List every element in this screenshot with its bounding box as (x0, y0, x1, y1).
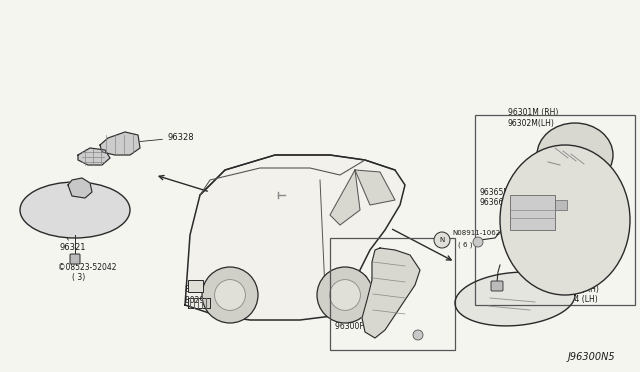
Text: 96373 (RH): 96373 (RH) (555, 285, 599, 294)
Text: N08911-1062G: N08911-1062G (452, 230, 506, 236)
Polygon shape (68, 178, 92, 198)
Bar (510, 195, 555, 230)
Polygon shape (78, 148, 110, 165)
Text: 96366M(LH): 96366M(LH) (480, 198, 527, 207)
Bar (330, 238, 455, 350)
Text: 96328: 96328 (138, 133, 195, 142)
Polygon shape (185, 155, 405, 320)
Ellipse shape (20, 182, 130, 238)
Ellipse shape (537, 123, 613, 187)
Text: 96321: 96321 (60, 238, 86, 252)
Text: 96300FA (RH): 96300FA (RH) (335, 275, 388, 284)
Text: 96302M(LH): 96302M(LH) (508, 119, 555, 128)
Text: 96300FC (LH): 96300FC (LH) (335, 286, 387, 295)
Circle shape (434, 232, 450, 248)
Bar (188, 280, 203, 292)
Circle shape (413, 330, 423, 340)
Circle shape (330, 280, 360, 310)
Polygon shape (362, 248, 420, 338)
Circle shape (214, 280, 245, 310)
Circle shape (473, 237, 483, 247)
Polygon shape (455, 272, 575, 326)
Text: 96300F  (RH): 96300F (RH) (335, 311, 386, 320)
Text: 96374 (LH): 96374 (LH) (555, 295, 598, 304)
Text: ( 6 ): ( 6 ) (458, 241, 472, 247)
Text: 80292 (RH): 80292 (RH) (185, 285, 228, 294)
Text: 96301M (RH): 96301M (RH) (508, 108, 558, 117)
Text: 80293 (LH): 80293 (LH) (185, 296, 227, 305)
Text: 96300FB (LH): 96300FB (LH) (335, 322, 387, 331)
Polygon shape (100, 132, 140, 155)
Text: N: N (440, 237, 445, 243)
Polygon shape (355, 170, 395, 205)
Text: 96365M(RH): 96365M(RH) (480, 188, 528, 197)
Text: ( 3): ( 3) (72, 273, 85, 282)
Circle shape (317, 267, 373, 323)
FancyBboxPatch shape (491, 281, 503, 291)
Text: ©08523-52042: ©08523-52042 (58, 263, 116, 272)
Bar (555, 200, 567, 210)
Text: J96300N5: J96300N5 (568, 352, 615, 362)
Polygon shape (330, 170, 360, 225)
Circle shape (202, 267, 258, 323)
FancyBboxPatch shape (70, 254, 80, 264)
Bar (475, 115, 635, 305)
Ellipse shape (500, 145, 630, 295)
